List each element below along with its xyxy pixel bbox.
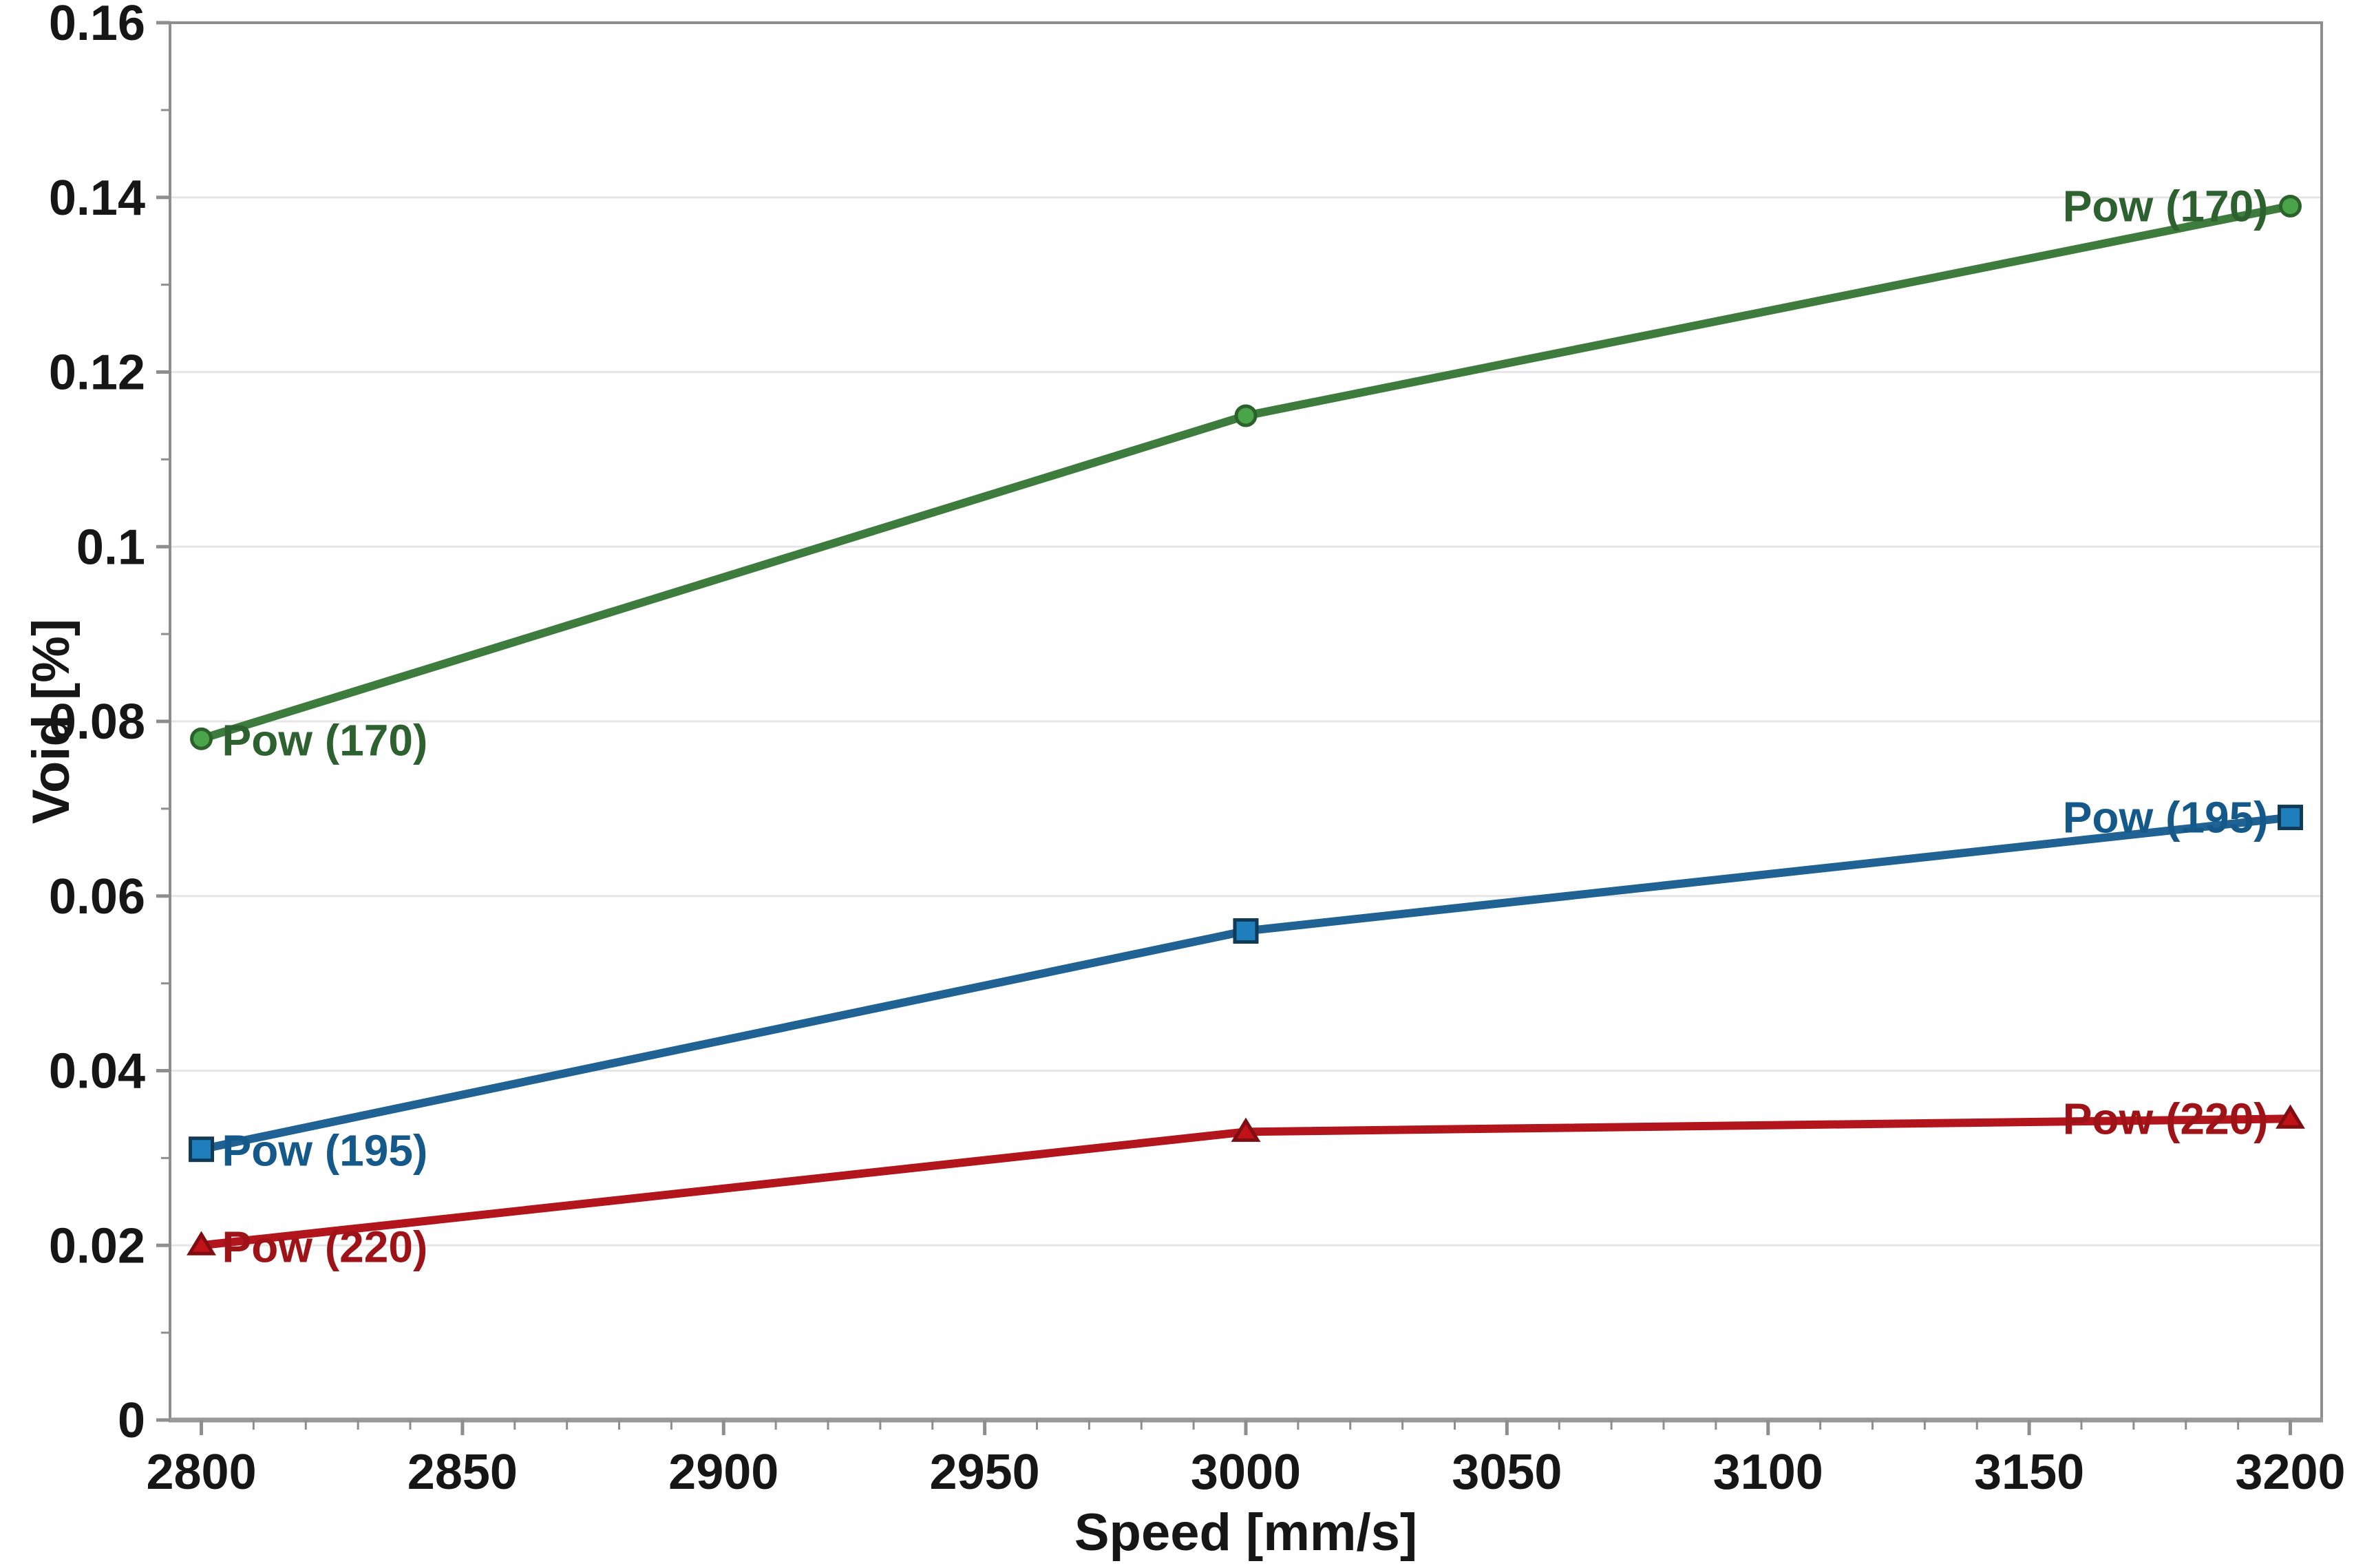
series-layer: Pow (170)Pow (170)Pow (195)Pow (195)Pow … [187,181,2305,1271]
series-Pow (195): Pow (195) Pow (195) [189,793,2303,1176]
series-line [197,202,2295,743]
x-tick-label: 2950 [930,1445,1040,1500]
ticks-layer [156,21,2292,1435]
x-tick-label: 3000 [1191,1445,1301,1500]
y-tick-label: 0.16 [49,0,145,51]
data-point-marker-circle[interactable] [2278,194,2302,218]
series-end-label: Pow (220) [2063,1094,2269,1143]
y-tick-label: 0.04 [49,1044,145,1099]
y-tick-label: 0.02 [49,1218,145,1273]
x-tick-label: 3050 [1452,1445,1562,1500]
series-end-label: Pow (170) [2063,181,2269,231]
series-line [197,813,2295,1154]
y-tick-label: 0 [118,1393,145,1448]
data-point-marker-square[interactable] [2277,805,2303,831]
series-end-label: Pow (195) [2063,793,2269,843]
x-tick-label: 2800 [146,1445,256,1500]
data-point-marker-triangle-up[interactable] [1231,1117,1261,1142]
data-point-marker-circle[interactable] [190,727,213,750]
y-axis-title: Void [%] [22,619,81,824]
y-tick-label: 0.12 [49,346,145,401]
data-point-marker-triangle-up[interactable] [187,1231,216,1256]
y-tick-label: 0.14 [49,171,145,226]
y-tick-label: 0.06 [49,869,145,924]
tick-labels-layer: 0 0.02 0.04 0.06 0.08 0.1 0.12 0.14 0.16 2800 2850… [49,0,2346,1500]
data-point-marker-circle[interactable] [1234,404,1258,427]
x-axis-title: Speed [mm/s] [1074,1503,1417,1562]
series-start-label: Pow (195) [222,1126,428,1176]
x-tick-label: 3200 [2235,1445,2345,1500]
x-tick-label: 3150 [1974,1445,2084,1500]
gridlines-layer [170,196,2322,1247]
series-Pow (170): Pow (170) Pow (170) [190,181,2302,765]
series-start-label: Pow (170) [222,715,428,765]
data-point-marker-triangle-up[interactable] [2276,1104,2305,1129]
series-start-label: Pow (220) [222,1222,428,1271]
y-tick-label: 0.1 [76,520,145,575]
series-Pow (220): Pow (220) Pow (220) [187,1094,2305,1271]
y-tick-label: 0.08 [49,695,145,750]
data-point-marker-square[interactable] [189,1136,215,1163]
x-tick-label: 3100 [1713,1445,1823,1500]
x-tick-label: 2900 [668,1445,778,1500]
x-tick-label: 2850 [407,1445,518,1500]
data-point-marker-square[interactable] [1233,918,1259,944]
